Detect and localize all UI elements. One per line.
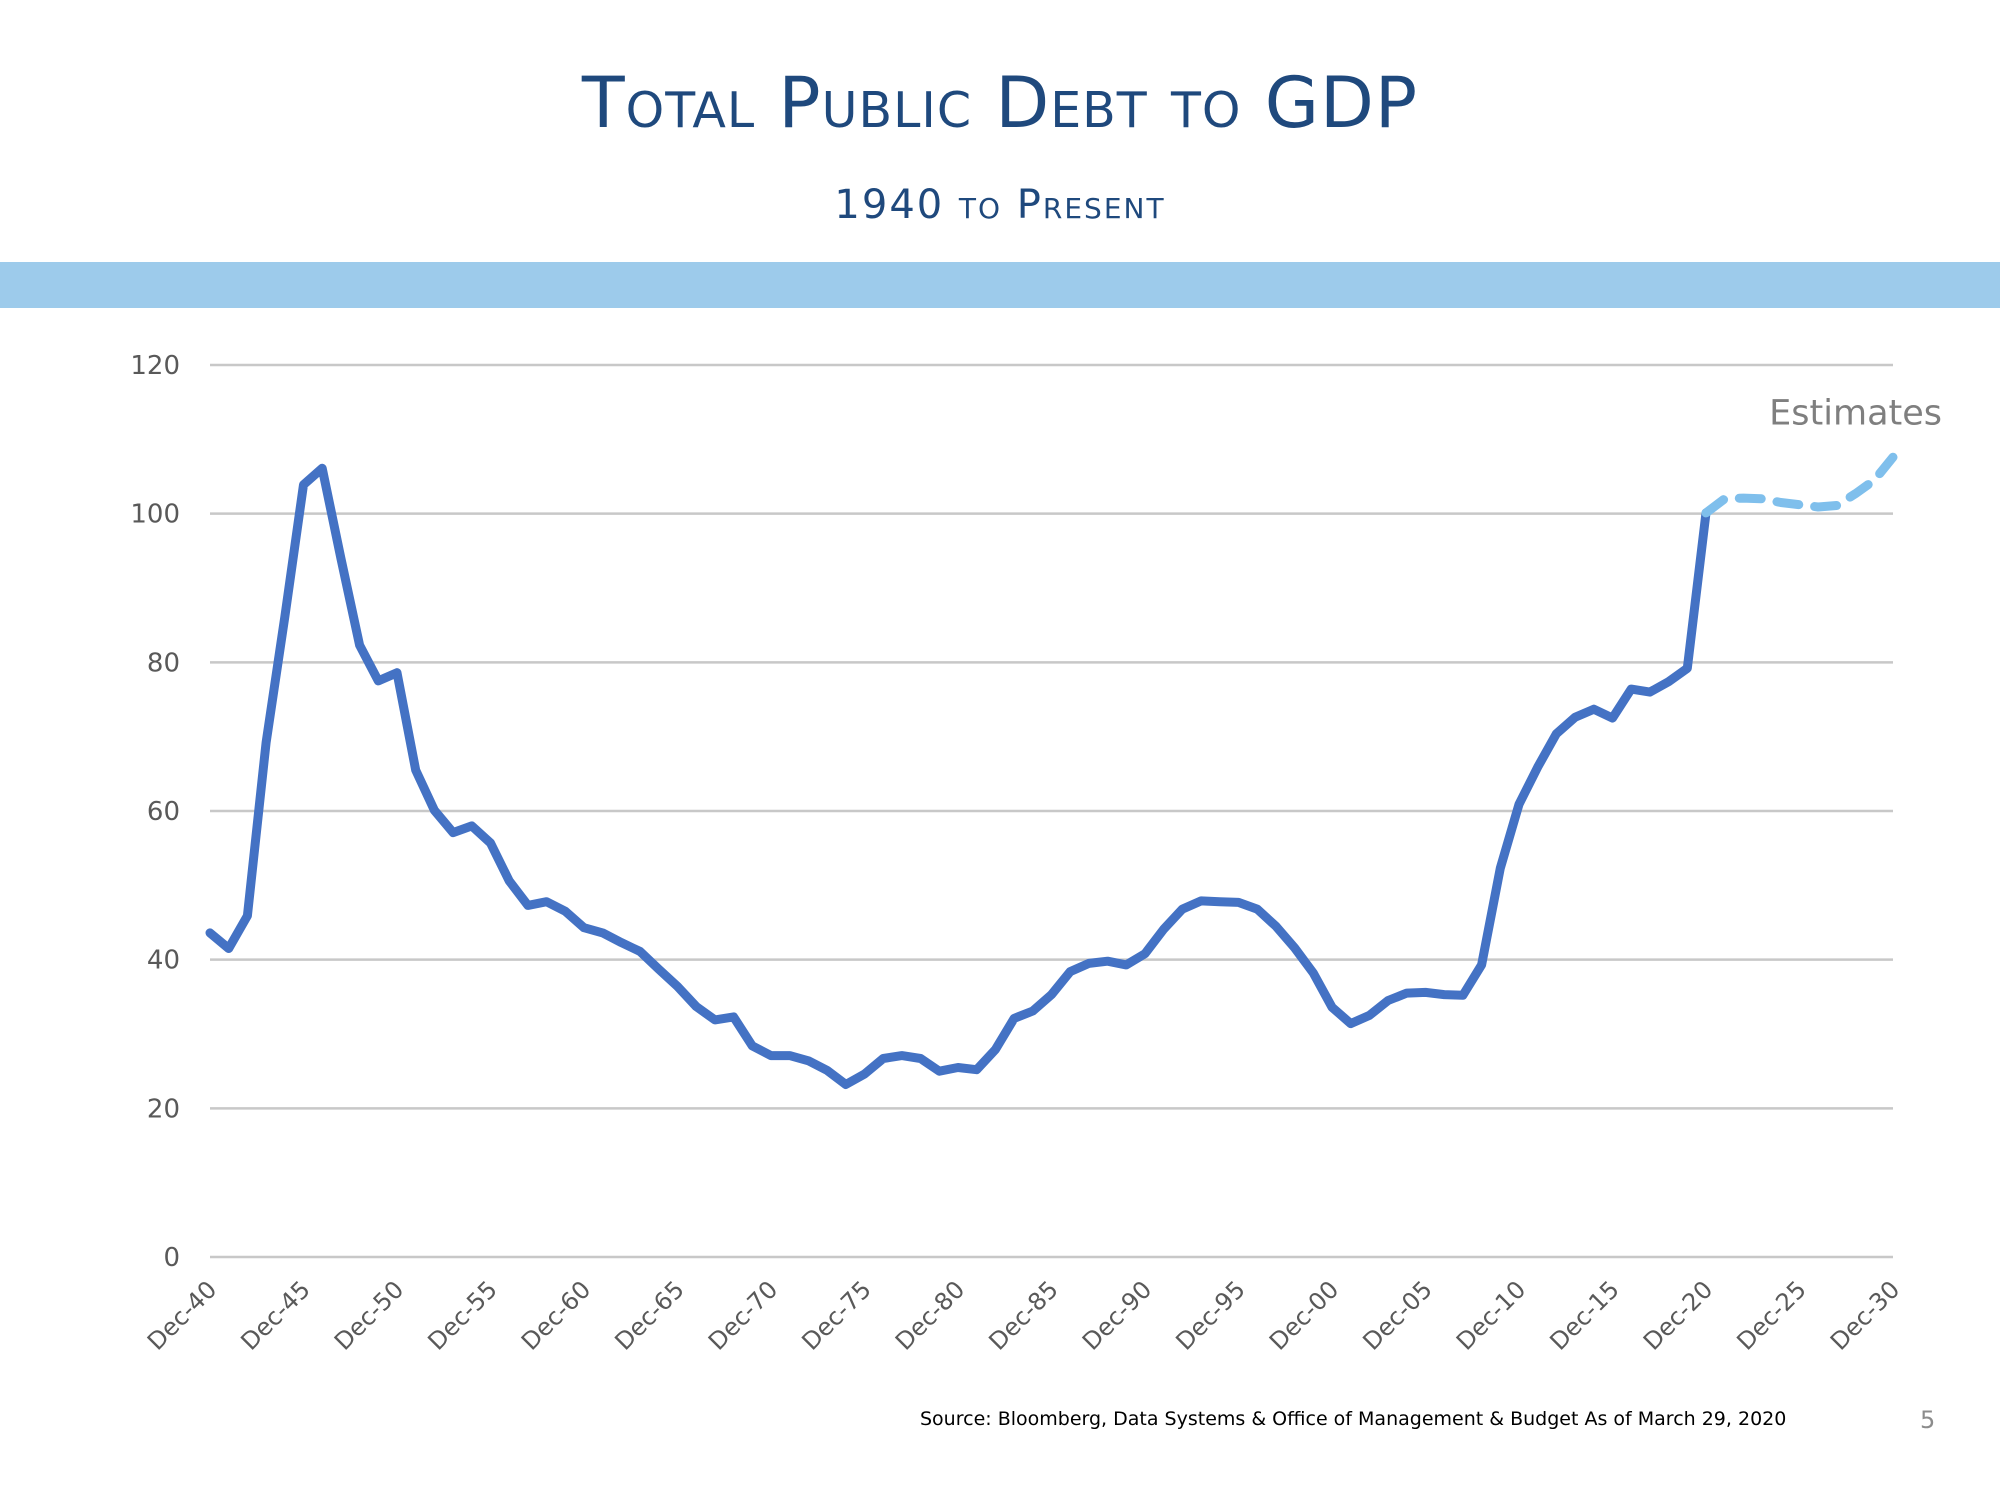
y-axis-tick-labels: 0 20 40 60 80 100 120: [130, 351, 180, 1273]
annotations: Estimates: [1769, 393, 1942, 433]
x-tick-label-Dec-45: Dec-45: [235, 1275, 315, 1355]
y-tick-label-100: 100: [130, 500, 180, 530]
annotation-estimates: Estimates: [1769, 393, 1942, 433]
x-tick-label-Dec-55: Dec-55: [422, 1275, 502, 1355]
x-tick-label-Dec-90: Dec-90: [1077, 1275, 1157, 1355]
x-axis-tick-labels: Dec-40 Dec-45 Dec-50 Dec-55 Dec-60 Dec-65 Dec-…: [142, 1275, 1905, 1355]
x-tick-label-Dec-05: Dec-05: [1357, 1275, 1437, 1355]
y-tick-label-40: 40: [147, 946, 180, 976]
x-tick-label-Dec-65: Dec-65: [609, 1275, 689, 1355]
x-tick-label-Dec-60: Dec-60: [516, 1275, 596, 1355]
page-number: 5: [1920, 1406, 1935, 1434]
estimate-series-line: [1706, 457, 1893, 513]
x-tick-label-Dec-95: Dec-95: [1170, 1275, 1250, 1355]
x-tick-label-Dec-20: Dec-20: [1638, 1275, 1718, 1355]
y-tick-label-120: 120: [130, 351, 180, 381]
actual-series-line: [210, 468, 1706, 1084]
y-tick-label-80: 80: [147, 648, 180, 678]
x-tick-label-Dec-40: Dec-40: [142, 1275, 222, 1355]
series-lines: [210, 457, 1893, 1084]
x-tick-label-Dec-75: Dec-75: [796, 1275, 876, 1355]
x-tick-label-Dec-25: Dec-25: [1731, 1275, 1811, 1355]
x-tick-label-Dec-30: Dec-30: [1825, 1275, 1905, 1355]
x-tick-label-Dec-15: Dec-15: [1544, 1275, 1624, 1355]
x-tick-label-Dec-00: Dec-00: [1264, 1275, 1344, 1355]
x-tick-label-Dec-10: Dec-10: [1451, 1275, 1531, 1355]
x-tick-label-Dec-70: Dec-70: [703, 1275, 783, 1355]
y-tick-label-0: 0: [163, 1243, 180, 1273]
x-tick-label-Dec-50: Dec-50: [329, 1275, 409, 1355]
y-tick-label-20: 20: [147, 1094, 180, 1124]
line-chart: 0 20 40 60 80 100 120 Dec-40 Dec-45 Dec-50 Dec-55…: [0, 0, 2000, 1500]
y-tick-label-60: 60: [147, 797, 180, 827]
x-tick-label-Dec-80: Dec-80: [890, 1275, 970, 1355]
gridlines: [210, 365, 1893, 1257]
source-note: Source: Bloomberg, Data Systems & Office…: [920, 1408, 1786, 1430]
x-tick-label-Dec-85: Dec-85: [983, 1275, 1063, 1355]
